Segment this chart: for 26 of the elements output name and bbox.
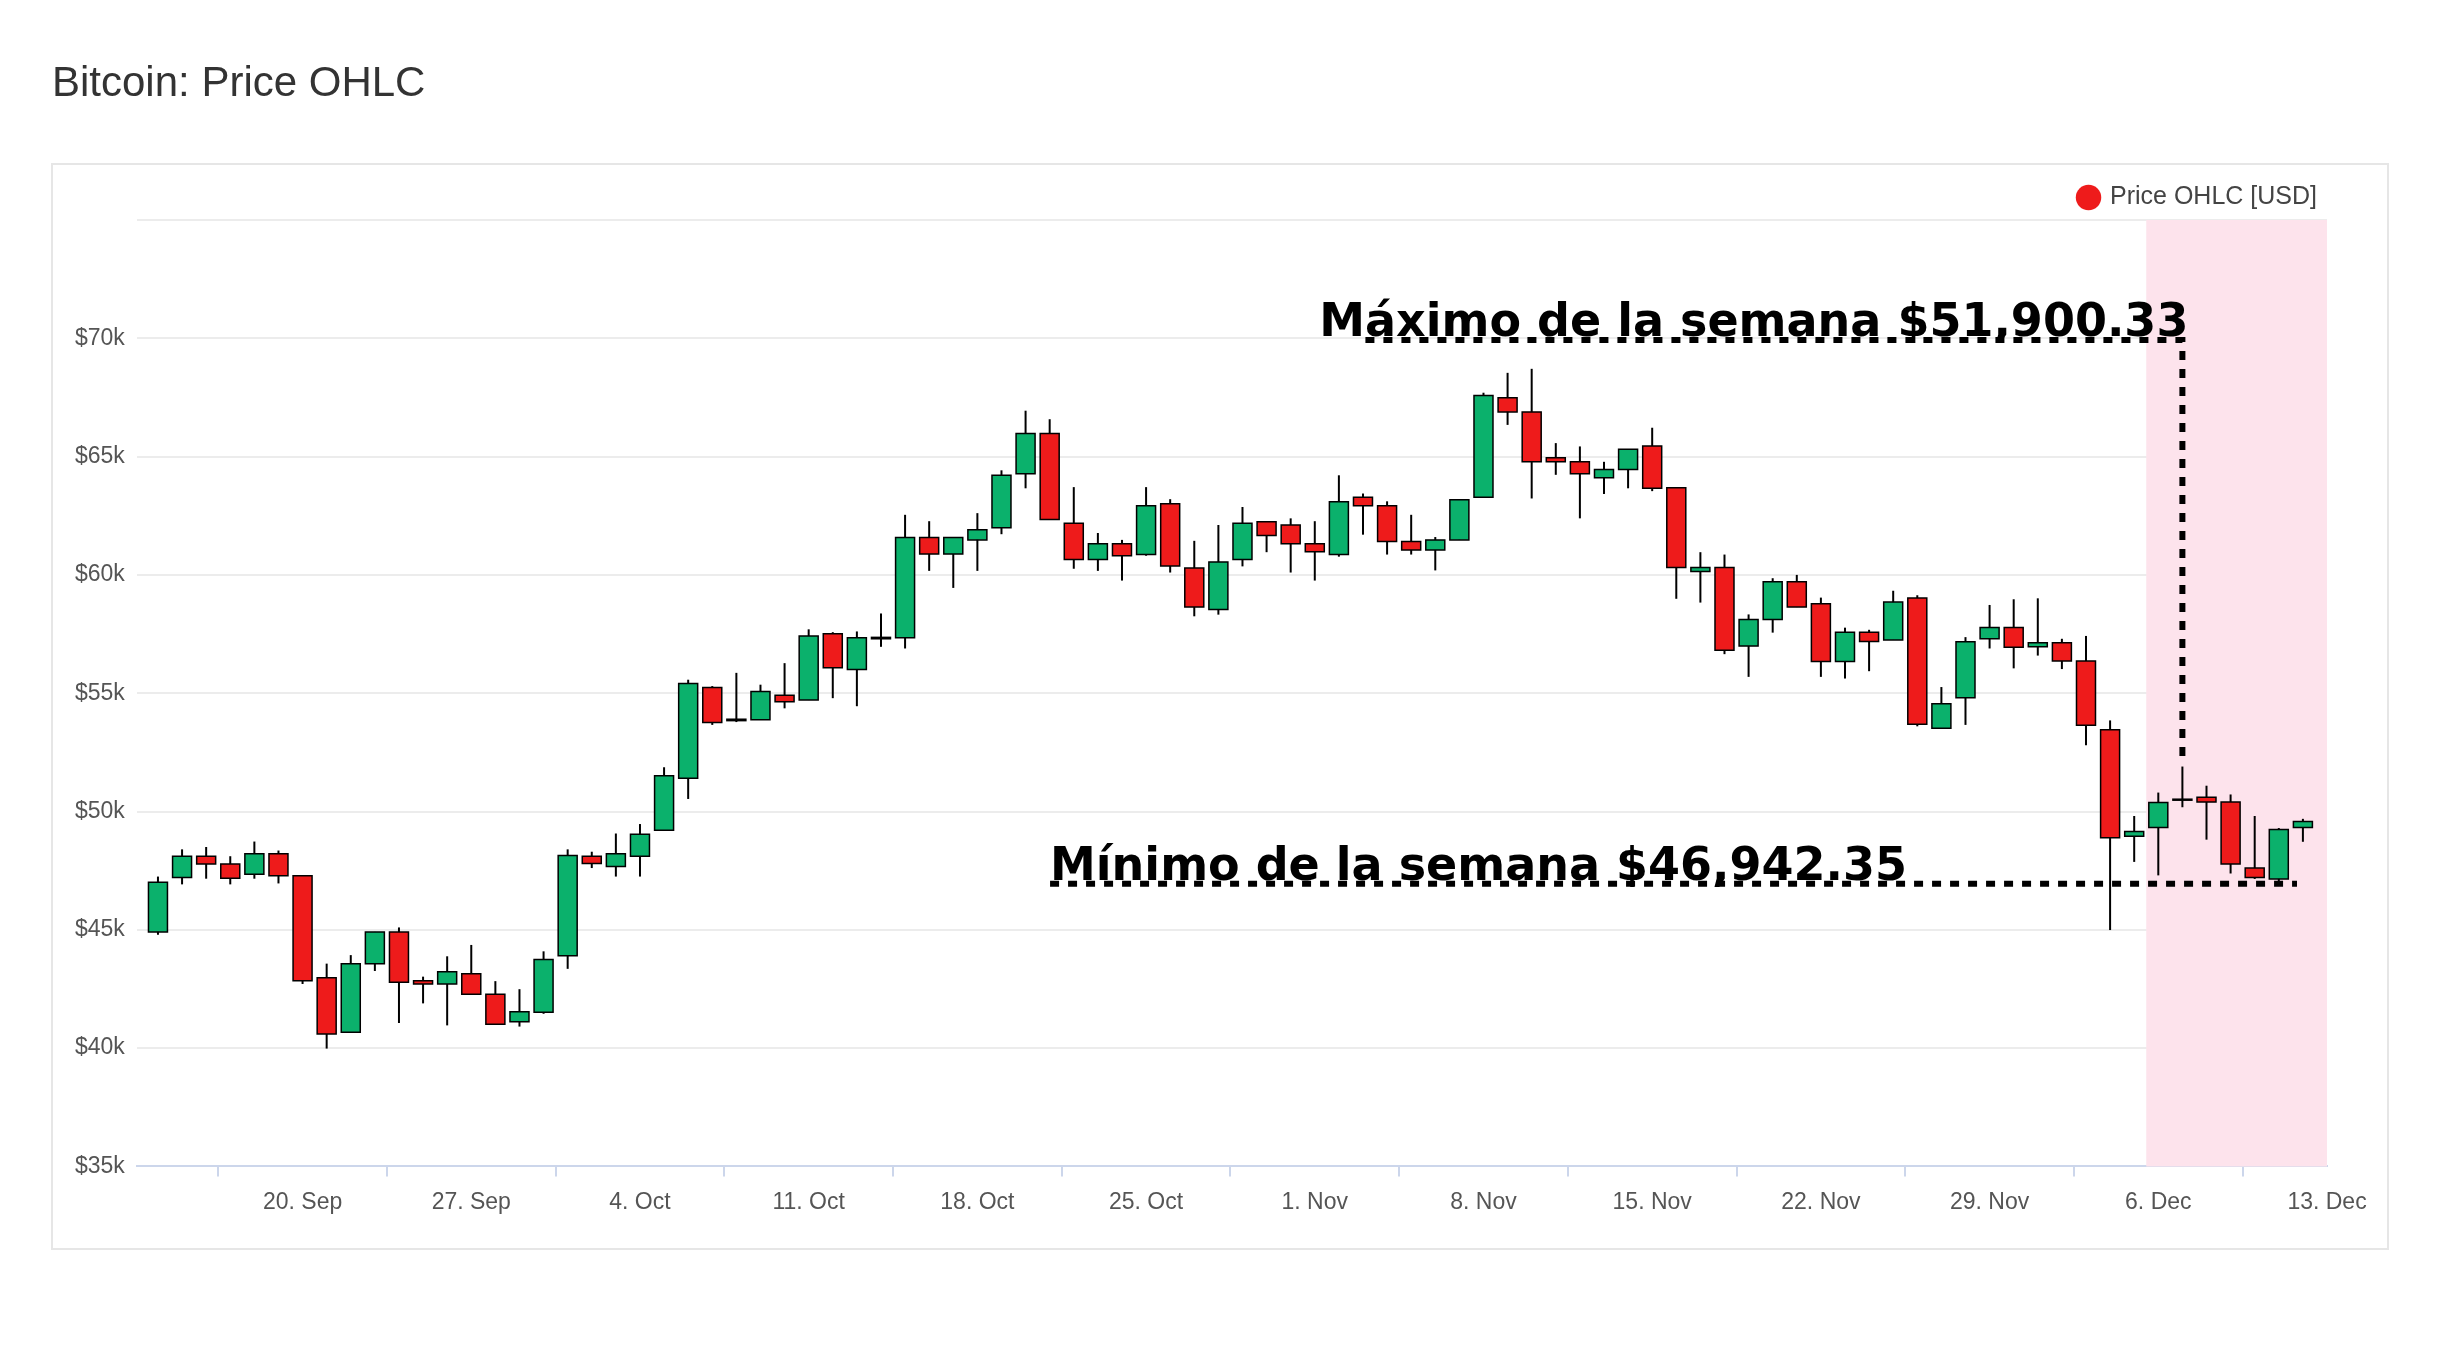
x-tick-label: 22. Nov	[1781, 1187, 1862, 1214]
x-tick-label: 29. Nov	[1949, 1187, 2030, 1214]
x-tick-label: 15. Nov	[1612, 1187, 1693, 1214]
x-tick-label: 20. Sep	[262, 1187, 343, 1214]
y-tick-label: $60k	[75, 560, 126, 587]
legend-label: Price OHLC [USD]	[2110, 181, 2317, 210]
x-tick-label: 8. Nov	[1450, 1187, 1518, 1214]
annotation: Máximo de la semana $51,900.33	[1319, 292, 2189, 347]
y-tick-label: $65k	[75, 441, 126, 468]
y-tick-label: $35k	[75, 1151, 126, 1178]
y-tick-label: $55k	[75, 678, 126, 705]
x-tick-label: 27. Sep	[431, 1187, 511, 1214]
x-tick-label: 13. Dec	[2287, 1187, 2367, 1214]
x-tick-label: 25. Oct	[1109, 1187, 1184, 1214]
y-tick-label: $40k	[75, 1033, 126, 1060]
candlestick	[1087, 532, 1109, 572]
y-tick-label: $45k	[75, 915, 126, 942]
x-tick-label: 4. Oct	[609, 1187, 672, 1214]
ref-line-label: Mínimo de la semana $46,942.35	[1050, 836, 1908, 891]
x-tick-label: 1. Nov	[1281, 1187, 1349, 1214]
x-tick-label: 18. Oct	[940, 1187, 1016, 1214]
y-tick-label: $50k	[75, 796, 126, 823]
chart-title: Bitcoin: Price OHLC	[52, 58, 426, 106]
x-tick-label: 6. Dec	[2125, 1187, 2192, 1214]
x-tick-label: 11. Oct	[772, 1187, 846, 1214]
y-tick-label: $70k	[75, 323, 126, 350]
